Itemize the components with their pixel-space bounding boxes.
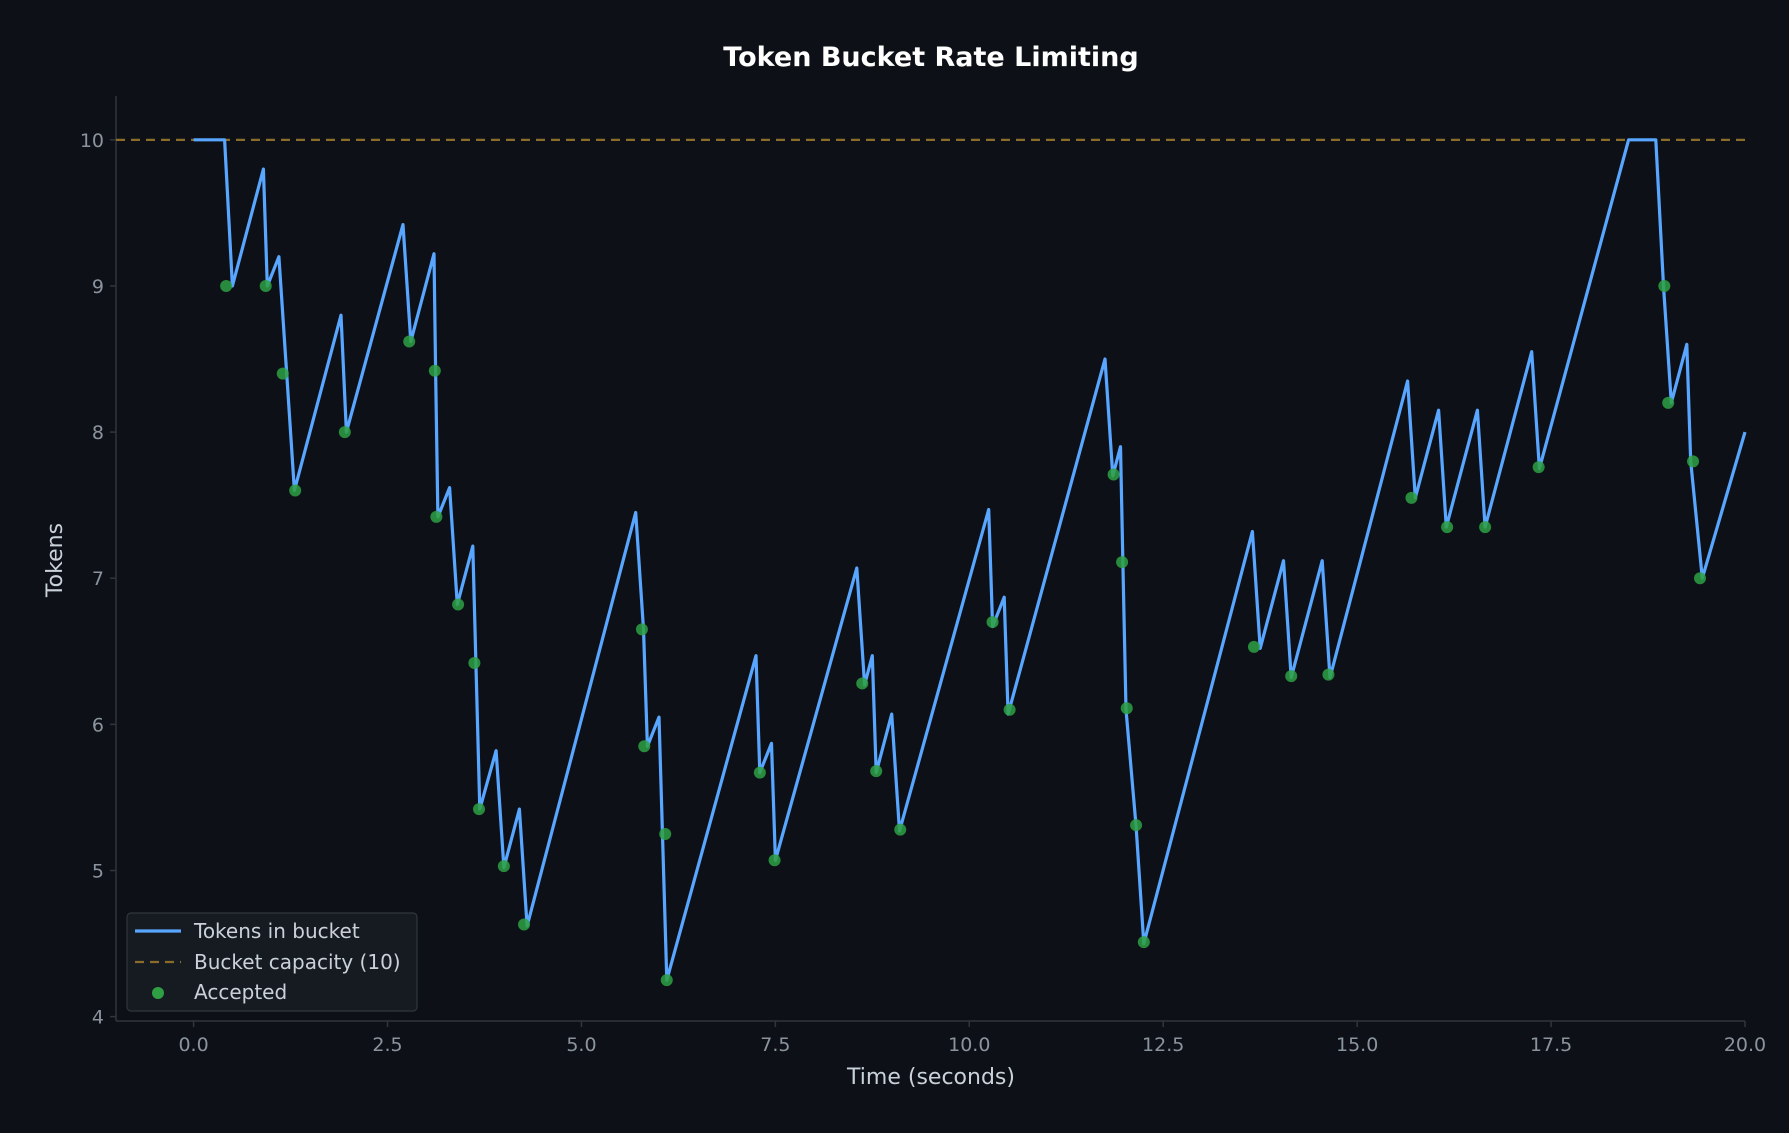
x-tick-label: 7.5 [760, 1034, 790, 1056]
accepted-point [1003, 703, 1016, 716]
legend-label-accepted: Accepted [194, 980, 287, 1004]
accepted-point [1137, 936, 1150, 949]
x-tick-label: 12.5 [1142, 1034, 1184, 1056]
accepted-point [497, 860, 510, 873]
legend-dot-swatch [152, 987, 164, 999]
accepted-point [1405, 491, 1418, 504]
accepted-point [518, 918, 531, 931]
accepted-point [1130, 819, 1143, 832]
x-tick-label: 10.0 [948, 1034, 990, 1056]
accepted-point [468, 656, 481, 669]
accepted-point [1247, 640, 1260, 653]
accepted-point [276, 367, 289, 380]
accepted-point [473, 803, 486, 816]
accepted-point [1662, 396, 1675, 409]
accepted-point [1107, 468, 1120, 481]
accepted-point [220, 279, 233, 292]
accepted-point [894, 823, 907, 836]
accepted-point [635, 623, 648, 636]
y-tick-label: 4 [92, 1007, 104, 1029]
accepted-point [1120, 702, 1133, 715]
accepted-point [259, 279, 272, 292]
accepted-point [638, 740, 651, 753]
accepted-point [1658, 279, 1671, 292]
chart-title: Token Bucket Rate Limiting [723, 42, 1138, 73]
accepted-point [428, 364, 441, 377]
x-axis-ticks: 0.0 2.5 5.0 7.5 10.0 12.5 15.0 17.5 20.0 [178, 1021, 1766, 1056]
legend: Tokens in bucket Bucket capacity (10) Ac… [126, 912, 418, 1012]
x-tick-label: 15.0 [1336, 1034, 1378, 1056]
accepted-point [856, 677, 869, 690]
accepted-point [1441, 521, 1454, 534]
accepted-point [1479, 521, 1492, 534]
tokens-series-line [193, 138, 1747, 982]
x-tick-label: 20.0 [1724, 1034, 1766, 1056]
y-tick-label: 9 [92, 276, 104, 298]
accepted-point [1694, 572, 1707, 585]
legend-label-capacity: Bucket capacity (10) [194, 950, 401, 974]
accepted-point [659, 827, 672, 840]
accepted-point [870, 765, 883, 778]
x-tick-label: 2.5 [372, 1034, 402, 1056]
accepted-points [220, 279, 1707, 987]
accepted-point [1687, 455, 1700, 468]
accepted-point [452, 598, 465, 611]
y-tick-label: 10 [80, 130, 104, 152]
accepted-point [338, 426, 351, 439]
y-tick-label: 8 [92, 422, 104, 444]
accepted-point [1116, 556, 1129, 569]
y-tick-label: 5 [92, 860, 104, 882]
accepted-point [403, 335, 416, 348]
accepted-point [1532, 461, 1545, 474]
y-axis-ticks: 4 5 6 7 8 9 10 [80, 130, 116, 1029]
accepted-point [753, 766, 766, 779]
y-axis-label: Tokens [43, 523, 68, 598]
accepted-point [289, 484, 302, 497]
plot-area: 0.0 2.5 5.0 7.5 10.0 12.5 15.0 17.5 20.0 4 5 6 7 8 9 1… [80, 96, 1766, 1056]
accepted-point [1285, 670, 1298, 683]
x-axis-label: Time (seconds) [846, 1065, 1015, 1090]
accepted-point [768, 854, 781, 867]
legend-label-tokens: Tokens in bucket [193, 919, 360, 943]
accepted-point [430, 510, 443, 523]
x-tick-label: 0.0 [178, 1034, 208, 1056]
accepted-point [1322, 668, 1335, 681]
x-tick-label: 17.5 [1530, 1034, 1572, 1056]
accepted-point [986, 616, 999, 629]
y-tick-label: 6 [92, 714, 104, 736]
accepted-point [660, 974, 673, 987]
legend-box [126, 912, 418, 1012]
y-tick-label: 7 [92, 568, 104, 590]
x-tick-label: 5.0 [566, 1034, 596, 1056]
